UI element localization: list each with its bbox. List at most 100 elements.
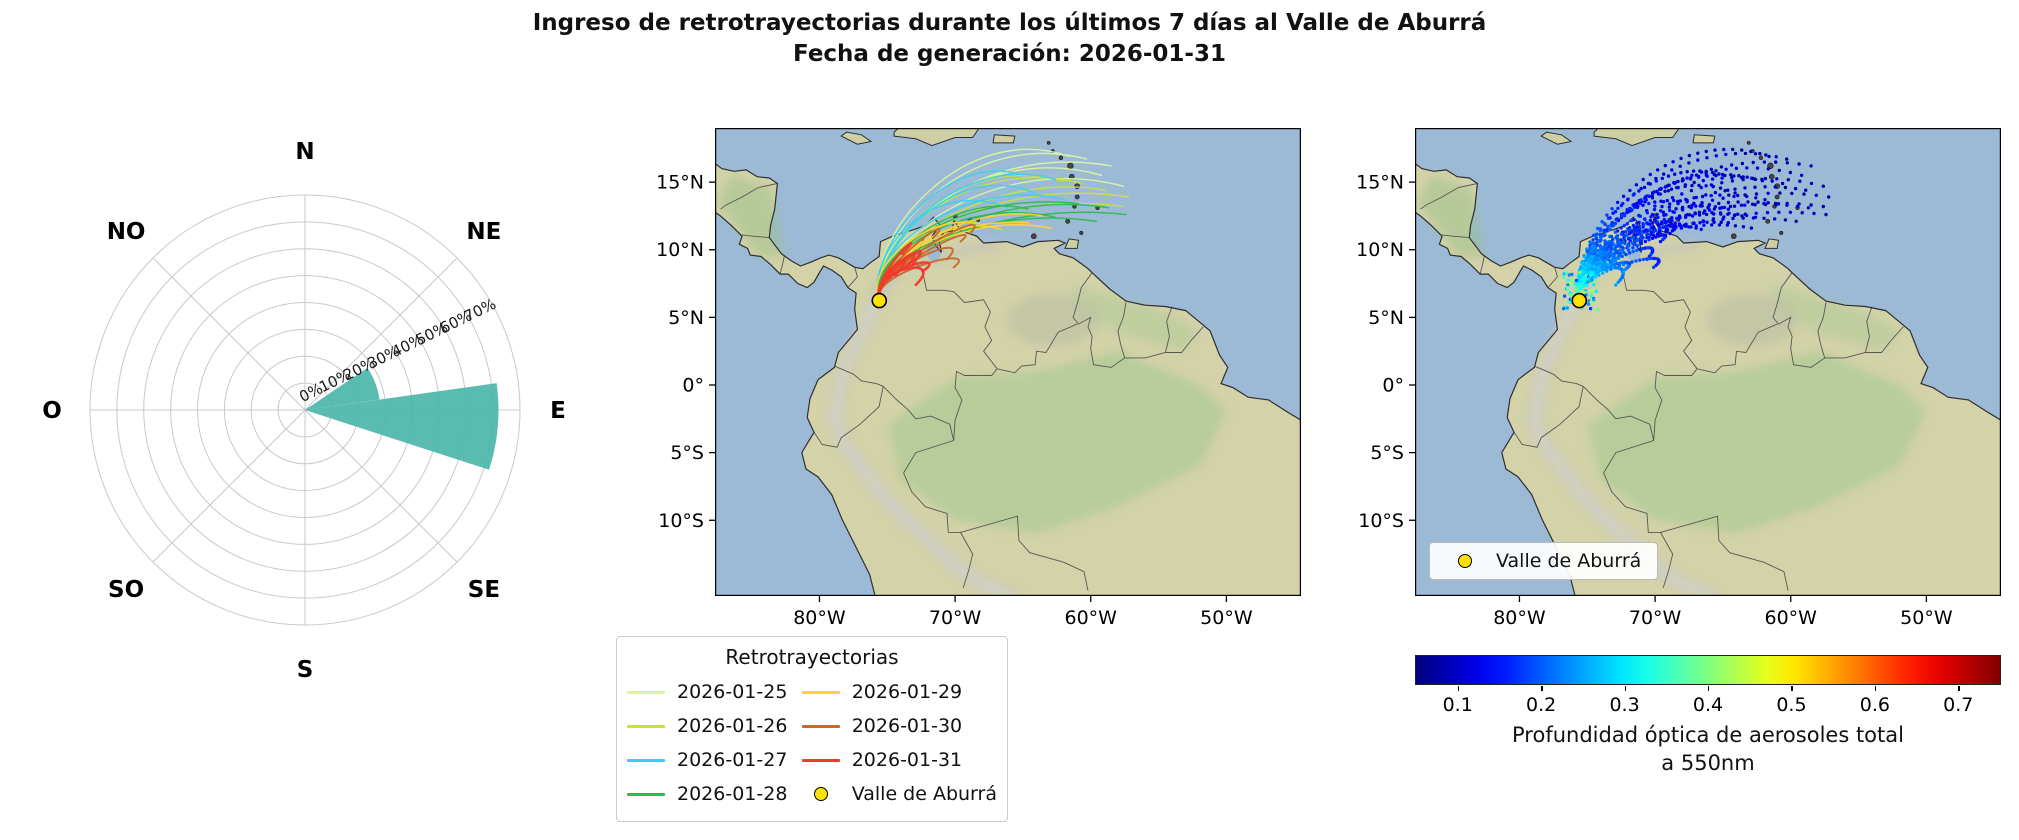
aod-dot	[1685, 170, 1689, 174]
polar-grid-spoke	[152, 409, 306, 563]
aod-dot	[1613, 230, 1617, 234]
compass-label: N	[295, 139, 314, 165]
aod-dot	[1590, 271, 1594, 275]
y-tick-label: 5°S	[1370, 442, 1404, 464]
polar-grid-spoke	[304, 409, 458, 563]
series-line-swatch	[801, 758, 840, 762]
aod-dot	[1728, 204, 1733, 209]
aod-dot	[1649, 215, 1653, 219]
aod-dot	[1766, 167, 1770, 171]
colorbar-tick-label: 0.5	[1776, 694, 1807, 716]
aod-dot	[1712, 212, 1716, 216]
aod-dot	[1590, 261, 1594, 265]
aod-dot	[1809, 164, 1813, 168]
aod-dot	[1721, 217, 1725, 221]
colorbar-label-line1: Profundidad óptica de aerosoles total	[1512, 723, 1904, 747]
aod-dot	[1593, 252, 1597, 256]
aod-dot	[1726, 221, 1730, 225]
aod-dot	[1719, 212, 1723, 216]
aod-dot	[1687, 153, 1692, 158]
country-border	[1479, 256, 1485, 275]
aod-dot	[1751, 216, 1756, 220]
aod-dot	[1648, 182, 1653, 186]
aod-dot	[1660, 204, 1664, 209]
aod-dot	[1631, 218, 1636, 222]
aod-dot	[1647, 201, 1651, 206]
aod-dot	[1561, 275, 1566, 280]
aod-dot	[1710, 170, 1715, 175]
aod-dot	[1589, 288, 1594, 293]
aod-dot	[1587, 258, 1591, 262]
aod-dot	[1590, 255, 1594, 259]
aod-dot	[1714, 154, 1718, 158]
aod-dot	[1785, 203, 1789, 207]
aod-dot	[1595, 308, 1599, 312]
aod-dot	[1745, 166, 1749, 170]
small-island-dot	[1058, 155, 1064, 160]
legend-item-label: 2026-01-27	[677, 749, 788, 771]
small-island-dot	[1768, 173, 1775, 180]
aod-dot	[1597, 273, 1601, 277]
aod-dot	[1680, 205, 1685, 210]
valle-de-aburra-marker	[1571, 292, 1588, 309]
aod-dot	[1650, 194, 1654, 199]
aod-dot	[1647, 228, 1652, 232]
aod-dot	[1606, 224, 1610, 229]
aod-dot	[1653, 200, 1657, 204]
aod-dot	[1788, 170, 1793, 175]
aod-dot	[1640, 235, 1644, 240]
aod-dot	[1670, 196, 1675, 200]
aod-dot	[1616, 280, 1620, 284]
aod-dot	[1577, 275, 1581, 280]
aod-dot	[1613, 258, 1618, 263]
aod-dot	[1704, 149, 1708, 154]
aod-dot	[1609, 246, 1613, 250]
aod-dot	[1591, 241, 1595, 245]
aod-dot	[1736, 212, 1740, 216]
aod-dot	[1614, 283, 1618, 287]
y-tick-label: 5°N	[1368, 307, 1404, 329]
aod-dot	[1591, 233, 1596, 237]
aod-dot	[1635, 205, 1640, 210]
aod-dot	[1649, 230, 1653, 235]
colorbar-tick	[1708, 686, 1710, 691]
legend-item-series: 2026-01-28	[627, 777, 788, 811]
aod-dot	[1704, 169, 1708, 174]
aod-dot	[1749, 226, 1754, 230]
aod-dot	[1672, 198, 1676, 203]
aod-dot	[1622, 224, 1626, 228]
aod-dot	[1767, 154, 1771, 159]
aod-dot	[1721, 196, 1725, 200]
aod-dot	[1621, 194, 1626, 198]
aod-dot	[1580, 281, 1584, 286]
aod-dot	[1619, 226, 1623, 230]
windrose-sector	[305, 367, 380, 410]
aod-dot	[1575, 287, 1580, 291]
aod-dot	[1644, 228, 1648, 232]
map-layers	[1415, 128, 2001, 596]
radial-tick-label: 70%	[461, 295, 499, 326]
country-border	[847, 267, 858, 288]
legend-items: 2026-01-25 2026-01-26 2026-01-27 2026-01-28…	[627, 675, 997, 811]
aod-dot	[1638, 247, 1642, 252]
y-tick-label: 10°N	[656, 239, 704, 261]
aod-dot	[1696, 151, 1700, 155]
aod-dot	[1762, 160, 1767, 164]
aod-dot	[1697, 183, 1701, 188]
aod-dot	[1637, 189, 1641, 193]
colorbar-tick	[1791, 686, 1793, 691]
aod-dot	[1702, 223, 1706, 227]
aod-map: 80°W 70°W 60°W 50°W 15°N 10°N 5°N 0° 5°S 10°S Val…	[1356, 128, 2001, 629]
aod-dot	[1720, 176, 1724, 180]
aod-dot	[1696, 174, 1701, 178]
aod-dot	[1643, 217, 1647, 222]
island	[1764, 238, 1780, 249]
legend-item-series: 2026-01-30	[801, 709, 997, 743]
small-island-dot	[1074, 194, 1080, 200]
aod-dot	[1700, 194, 1705, 199]
windrose-sector	[305, 383, 499, 470]
aod-dot	[1630, 260, 1634, 264]
aod-dot	[1611, 237, 1615, 241]
aod-dot	[1770, 179, 1774, 183]
aod-dot	[1581, 279, 1585, 283]
